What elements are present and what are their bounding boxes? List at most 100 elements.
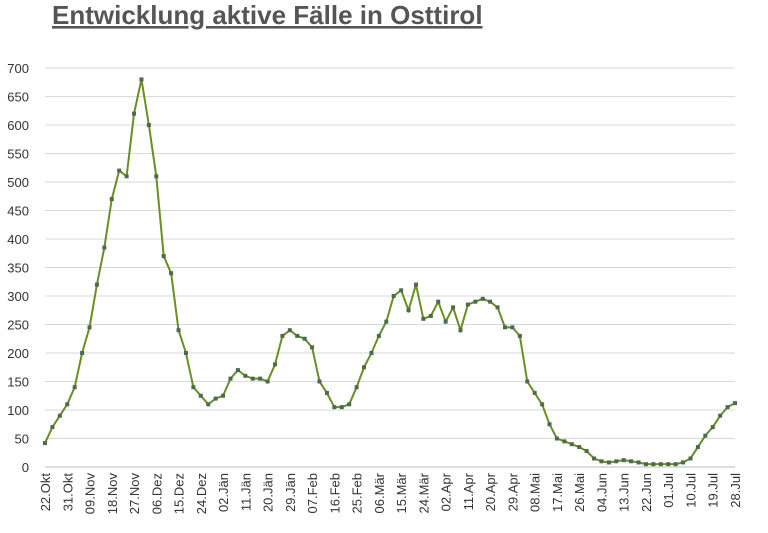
marker: [258, 376, 263, 381]
x-tick-label: 18.Nov: [105, 473, 120, 515]
marker: [503, 325, 507, 330]
marker: [651, 462, 656, 467]
y-tick-label: 500: [7, 175, 29, 190]
marker: [636, 460, 641, 465]
x-tick-label: 20.Jän: [261, 473, 276, 512]
marker: [376, 333, 381, 338]
marker: [621, 458, 626, 463]
marker: [525, 379, 530, 384]
marker: [458, 328, 463, 333]
marker: [436, 299, 441, 304]
marker: [354, 385, 359, 390]
marker: [102, 245, 107, 250]
x-tick-label: 25.Feb: [350, 473, 365, 513]
marker: [488, 299, 493, 304]
marker: [228, 376, 233, 381]
marker: [132, 111, 137, 116]
y-tick-label: 300: [7, 289, 29, 304]
marker: [643, 462, 648, 467]
x-tick-label: 09.Nov: [83, 473, 98, 515]
marker: [362, 365, 367, 370]
x-tick-label: 28.Jul: [728, 473, 743, 508]
marker: [666, 462, 671, 467]
marker: [495, 305, 500, 310]
x-tick-label: 06.Mär: [372, 472, 387, 513]
marker: [510, 325, 515, 330]
x-tick-label: 10.Jul: [683, 473, 698, 508]
y-tick-label: 250: [7, 318, 29, 333]
marker: [80, 351, 85, 355]
x-tick-label: 29.Apr: [505, 472, 520, 511]
marker: [584, 449, 589, 454]
marker: [599, 459, 604, 464]
marker: [658, 462, 663, 467]
marker: [592, 456, 597, 461]
marker: [399, 288, 404, 293]
x-tick-label: 02.Apr: [439, 472, 454, 511]
x-tick-label: 15.Mär: [394, 472, 409, 513]
x-tick-label: 07.Feb: [305, 473, 320, 513]
marker: [532, 390, 537, 395]
marker: [124, 174, 129, 179]
marker: [547, 422, 552, 427]
x-tick-label: 16.Feb: [327, 473, 342, 513]
y-tick-label: 400: [7, 232, 29, 247]
y-tick-label: 100: [7, 403, 29, 418]
marker: [169, 271, 174, 276]
marker: [317, 379, 322, 384]
marker: [198, 393, 203, 398]
y-tick-label: 700: [7, 61, 29, 76]
x-tick-label: 08.Mai: [528, 473, 543, 512]
x-tick-label: 06.Dez: [149, 473, 164, 514]
marker: [117, 168, 122, 173]
marker: [65, 402, 70, 407]
y-tick-label: 50: [15, 432, 29, 447]
marker: [176, 328, 181, 333]
marker: [221, 393, 226, 398]
x-tick-label: 19.Jul: [706, 473, 721, 508]
marker: [725, 405, 730, 410]
marker: [94, 282, 99, 287]
marker: [614, 459, 619, 464]
marker: [324, 390, 329, 395]
marker: [265, 379, 270, 384]
marker: [577, 445, 582, 450]
marker: [517, 333, 522, 338]
x-tick-label: 02.Jän: [216, 473, 231, 512]
marker: [161, 254, 166, 259]
marker: [480, 296, 485, 301]
marker: [87, 325, 92, 330]
marker: [43, 441, 47, 446]
marker: [540, 402, 545, 407]
marker: [273, 362, 277, 367]
marker: [421, 316, 426, 321]
marker: [562, 439, 567, 444]
line: [44, 79, 736, 466]
x-tick-label: 15.Dez: [172, 473, 187, 514]
marker: [347, 402, 352, 407]
marker: [473, 299, 478, 304]
marker: [413, 282, 418, 287]
x-tick-label: 01.Jul: [661, 473, 676, 508]
x-tick-label: 11.Jän: [238, 473, 253, 511]
marker: [673, 462, 678, 467]
marker: [139, 77, 144, 82]
marker: [287, 328, 292, 333]
marker: [629, 459, 634, 464]
marker: [213, 396, 218, 401]
marker: [733, 401, 737, 406]
y-tick-label: 150: [7, 375, 29, 390]
x-tick-label: 24.Dez: [194, 473, 209, 514]
marker: [703, 433, 708, 438]
marker: [206, 402, 211, 407]
marker: [146, 123, 151, 127]
x-tick-label: 24.Mär: [416, 472, 431, 513]
y-tick-label: 650: [7, 90, 29, 105]
marker: [369, 351, 374, 355]
marker: [183, 351, 188, 355]
marker: [606, 460, 611, 465]
x-tick-label: 04.Jun: [594, 473, 609, 512]
marker: [384, 319, 389, 324]
marker: [681, 460, 686, 465]
marker: [280, 333, 285, 338]
